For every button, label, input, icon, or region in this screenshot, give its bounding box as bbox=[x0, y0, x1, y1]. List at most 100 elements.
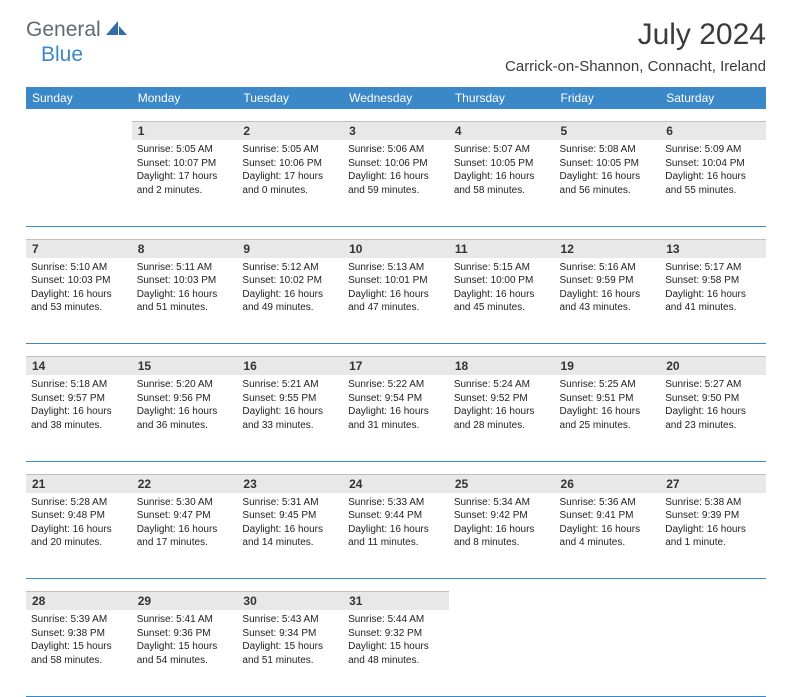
daylight-text-2: and 56 minutes. bbox=[560, 184, 656, 198]
daylight-text-1: Daylight: 15 hours bbox=[242, 640, 338, 654]
daylight-text-2: and 58 minutes. bbox=[31, 654, 127, 668]
day-cell: Sunrise: 5:05 AMSunset: 10:07 PMDaylight… bbox=[132, 140, 238, 226]
daylight-text-2: and 28 minutes. bbox=[454, 419, 550, 433]
sunset-text: Sunset: 10:06 PM bbox=[348, 157, 444, 171]
week-table: 21222324252627 Sunrise: 5:28 AMSunset: 9:… bbox=[26, 474, 766, 580]
day-cell: Sunrise: 5:10 AMSunset: 10:03 PMDaylight… bbox=[26, 258, 132, 344]
daylight-text-2: and 1 minute. bbox=[665, 536, 761, 550]
sunset-text: Sunset: 9:44 PM bbox=[348, 509, 444, 523]
day-cell: Sunrise: 5:30 AMSunset: 9:47 PMDaylight:… bbox=[132, 493, 238, 579]
day-details: Sunrise: 5:22 AMSunset: 9:54 PMDaylight:… bbox=[348, 378, 444, 432]
daylight-text-2: and 20 minutes. bbox=[31, 536, 127, 550]
sunrise-text: Sunrise: 5:11 AM bbox=[137, 261, 233, 275]
day-details: Sunrise: 5:28 AMSunset: 9:48 PMDaylight:… bbox=[31, 496, 127, 550]
day-details: Sunrise: 5:31 AMSunset: 9:45 PMDaylight:… bbox=[242, 496, 338, 550]
sunset-text: Sunset: 9:50 PM bbox=[665, 392, 761, 406]
daylight-text-1: Daylight: 16 hours bbox=[454, 288, 550, 302]
sunrise-text: Sunrise: 5:07 AM bbox=[454, 143, 550, 157]
day-number: 8 bbox=[132, 239, 238, 258]
day-number bbox=[660, 592, 766, 611]
daylight-text-2: and 4 minutes. bbox=[560, 536, 656, 550]
daylight-text-2: and 47 minutes. bbox=[348, 301, 444, 315]
daylight-text-1: Daylight: 16 hours bbox=[242, 523, 338, 537]
day-details: Sunrise: 5:34 AMSunset: 9:42 PMDaylight:… bbox=[454, 496, 550, 550]
day-cell: Sunrise: 5:13 AMSunset: 10:01 PMDaylight… bbox=[343, 258, 449, 344]
sunrise-text: Sunrise: 5:18 AM bbox=[31, 378, 127, 392]
sunrise-text: Sunrise: 5:30 AM bbox=[137, 496, 233, 510]
day-number: 1 bbox=[132, 122, 238, 141]
sunset-text: Sunset: 9:57 PM bbox=[31, 392, 127, 406]
daylight-text-1: Daylight: 16 hours bbox=[31, 288, 127, 302]
sunrise-text: Sunrise: 5:33 AM bbox=[348, 496, 444, 510]
daylight-text-2: and 55 minutes. bbox=[665, 184, 761, 198]
daylight-text-1: Daylight: 16 hours bbox=[665, 170, 761, 184]
daylight-text-1: Daylight: 16 hours bbox=[560, 288, 656, 302]
sunset-text: Sunset: 9:42 PM bbox=[454, 509, 550, 523]
daylight-text-1: Daylight: 16 hours bbox=[560, 405, 656, 419]
day-number: 10 bbox=[343, 239, 449, 258]
daylight-text-2: and 58 minutes. bbox=[454, 184, 550, 198]
day-number: 29 bbox=[132, 592, 238, 611]
sunrise-text: Sunrise: 5:39 AM bbox=[31, 613, 127, 627]
sunset-text: Sunset: 9:51 PM bbox=[560, 392, 656, 406]
daylight-text-1: Daylight: 15 hours bbox=[348, 640, 444, 654]
week-body-row: Sunrise: 5:39 AMSunset: 9:38 PMDaylight:… bbox=[26, 610, 766, 696]
daylight-text-1: Daylight: 16 hours bbox=[665, 288, 761, 302]
day-cell bbox=[555, 610, 661, 696]
day-cell: Sunrise: 5:08 AMSunset: 10:05 PMDaylight… bbox=[555, 140, 661, 226]
sunset-text: Sunset: 9:41 PM bbox=[560, 509, 656, 523]
day-details: Sunrise: 5:16 AMSunset: 9:59 PMDaylight:… bbox=[560, 261, 656, 315]
sunrise-text: Sunrise: 5:09 AM bbox=[665, 143, 761, 157]
day-details: Sunrise: 5:27 AMSunset: 9:50 PMDaylight:… bbox=[665, 378, 761, 432]
day-details: Sunrise: 5:13 AMSunset: 10:01 PMDaylight… bbox=[348, 261, 444, 315]
day-number: 18 bbox=[449, 357, 555, 376]
day-details: Sunrise: 5:15 AMSunset: 10:00 PMDaylight… bbox=[454, 261, 550, 315]
day-cell: Sunrise: 5:21 AMSunset: 9:55 PMDaylight:… bbox=[237, 375, 343, 461]
header: General July 2024 Carrick-on-Shannon, Co… bbox=[26, 18, 766, 75]
day-cell: Sunrise: 5:07 AMSunset: 10:05 PMDaylight… bbox=[449, 140, 555, 226]
day-cell: Sunrise: 5:22 AMSunset: 9:54 PMDaylight:… bbox=[343, 375, 449, 461]
daylight-text-1: Daylight: 16 hours bbox=[560, 523, 656, 537]
day-cell: Sunrise: 5:24 AMSunset: 9:52 PMDaylight:… bbox=[449, 375, 555, 461]
day-cell: Sunrise: 5:38 AMSunset: 9:39 PMDaylight:… bbox=[660, 493, 766, 579]
day-number: 19 bbox=[555, 357, 661, 376]
day-cell: Sunrise: 5:25 AMSunset: 9:51 PMDaylight:… bbox=[555, 375, 661, 461]
day-details: Sunrise: 5:05 AMSunset: 10:06 PMDaylight… bbox=[242, 143, 338, 197]
day-number: 9 bbox=[237, 239, 343, 258]
sunset-text: Sunset: 10:05 PM bbox=[560, 157, 656, 171]
day-number bbox=[449, 592, 555, 611]
day-number: 5 bbox=[555, 122, 661, 141]
sunset-text: Sunset: 10:05 PM bbox=[454, 157, 550, 171]
day-number: 7 bbox=[26, 239, 132, 258]
sunrise-text: Sunrise: 5:21 AM bbox=[242, 378, 338, 392]
day-number: 17 bbox=[343, 357, 449, 376]
day-number: 27 bbox=[660, 474, 766, 493]
daylight-text-1: Daylight: 16 hours bbox=[348, 288, 444, 302]
day-cell: Sunrise: 5:05 AMSunset: 10:06 PMDaylight… bbox=[237, 140, 343, 226]
day-details: Sunrise: 5:33 AMSunset: 9:44 PMDaylight:… bbox=[348, 496, 444, 550]
day-number: 4 bbox=[449, 122, 555, 141]
daylight-text-2: and 11 minutes. bbox=[348, 536, 444, 550]
day-cell: Sunrise: 5:33 AMSunset: 9:44 PMDaylight:… bbox=[343, 493, 449, 579]
dow-thursday: Thursday bbox=[449, 87, 555, 109]
logo-text-general: General bbox=[26, 18, 101, 42]
dow-monday: Monday bbox=[132, 87, 238, 109]
sunset-text: Sunset: 9:36 PM bbox=[137, 627, 233, 641]
daylight-text-1: Daylight: 16 hours bbox=[137, 405, 233, 419]
daylight-text-1: Daylight: 17 hours bbox=[137, 170, 233, 184]
sunrise-text: Sunrise: 5:13 AM bbox=[348, 261, 444, 275]
day-cell: Sunrise: 5:12 AMSunset: 10:02 PMDaylight… bbox=[237, 258, 343, 344]
dow-friday: Friday bbox=[555, 87, 661, 109]
sunrise-text: Sunrise: 5:41 AM bbox=[137, 613, 233, 627]
sunset-text: Sunset: 10:01 PM bbox=[348, 274, 444, 288]
day-cell bbox=[660, 610, 766, 696]
day-details: Sunrise: 5:41 AMSunset: 9:36 PMDaylight:… bbox=[137, 613, 233, 667]
day-details: Sunrise: 5:06 AMSunset: 10:06 PMDaylight… bbox=[348, 143, 444, 197]
calendar-table: Sunday Monday Tuesday Wednesday Thursday… bbox=[26, 87, 766, 109]
sunrise-text: Sunrise: 5:08 AM bbox=[560, 143, 656, 157]
weeks-container: 123456Sunrise: 5:05 AMSunset: 10:07 PMDa… bbox=[26, 121, 766, 697]
day-number-row: 21222324252627 bbox=[26, 474, 766, 493]
sunrise-text: Sunrise: 5:27 AM bbox=[665, 378, 761, 392]
daylight-text-2: and 38 minutes. bbox=[31, 419, 127, 433]
title-block: July 2024 Carrick-on-Shannon, Connacht, … bbox=[505, 18, 766, 75]
